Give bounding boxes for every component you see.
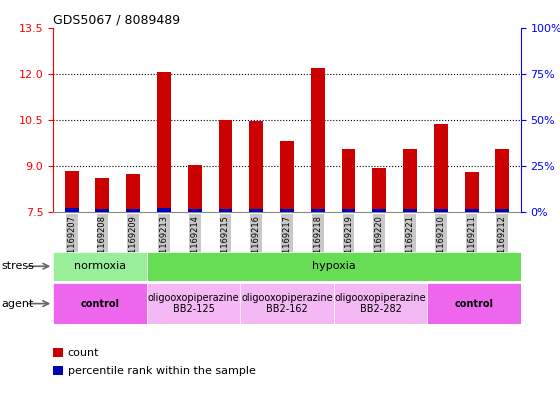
Bar [240, 283, 334, 324]
Bar [372, 209, 386, 212]
Bar [188, 209, 202, 212]
Bar [311, 209, 325, 212]
Bar [434, 209, 448, 212]
Bar [427, 283, 521, 324]
Bar [157, 72, 171, 212]
Bar [218, 120, 232, 212]
Bar [147, 283, 240, 324]
Bar [403, 209, 417, 212]
Bar [218, 209, 232, 212]
Bar [403, 149, 417, 212]
Bar [188, 165, 202, 212]
Text: normoxia: normoxia [74, 261, 126, 271]
Text: oligooxopiperazine
BB2-282: oligooxopiperazine BB2-282 [335, 293, 426, 314]
Text: hypoxia: hypoxia [312, 261, 356, 271]
Text: control: control [81, 299, 119, 309]
Bar [65, 208, 78, 212]
Bar [496, 209, 509, 212]
Text: oligooxopiperazine
BB2-125: oligooxopiperazine BB2-125 [148, 293, 239, 314]
Bar [65, 171, 78, 212]
Bar [249, 209, 263, 212]
Bar [96, 178, 109, 212]
Text: control: control [455, 299, 493, 309]
Bar [434, 125, 448, 212]
Bar [53, 283, 147, 324]
Text: stress: stress [2, 261, 35, 271]
Text: count: count [68, 348, 99, 358]
Bar [147, 252, 521, 281]
Bar [334, 283, 427, 324]
Bar [126, 174, 140, 212]
Bar [465, 209, 478, 212]
Text: GDS5067 / 8089489: GDS5067 / 8089489 [53, 14, 180, 27]
Bar [496, 149, 509, 212]
Bar [342, 209, 356, 212]
Text: oligooxopiperazine
BB2-162: oligooxopiperazine BB2-162 [241, 293, 333, 314]
Bar [126, 209, 140, 212]
Bar [96, 209, 109, 212]
Bar [53, 252, 147, 281]
Bar [249, 121, 263, 212]
Text: percentile rank within the sample: percentile rank within the sample [68, 365, 255, 376]
Bar [157, 208, 171, 212]
Bar [280, 209, 294, 212]
Bar [342, 149, 356, 212]
Bar [372, 167, 386, 212]
Bar [465, 172, 478, 212]
Bar [311, 68, 325, 212]
Text: agent: agent [2, 299, 34, 309]
Bar [280, 141, 294, 212]
